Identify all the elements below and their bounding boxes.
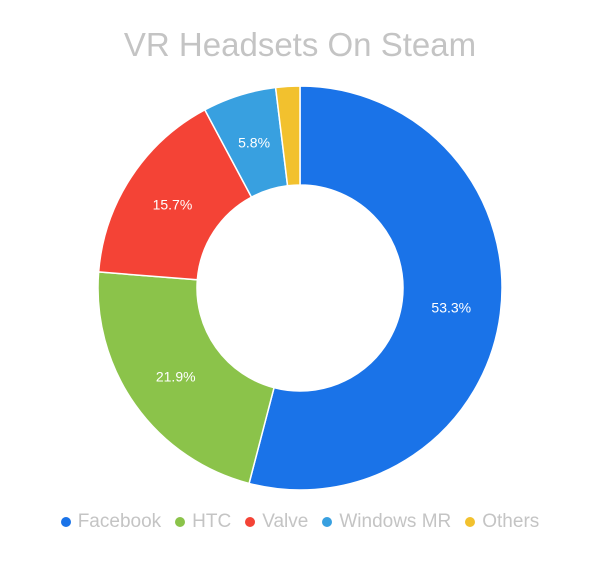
legend-label: HTC: [192, 511, 232, 532]
legend-dot-icon: [322, 517, 333, 527]
legend-dot-icon: [60, 517, 71, 527]
legend-dot-icon: [175, 517, 186, 527]
slice-others: [274, 85, 301, 187]
legend-item-windows-mr: Windows MR: [322, 511, 451, 533]
donut-chart: 53.3% 21.9% 15.7% 5.8%: [97, 85, 503, 491]
legend: Facebook HTC Valve Windows MR Others: [0, 511, 600, 533]
donut-slices: [97, 85, 503, 491]
data-label-windows-mr: 5.8%: [238, 135, 270, 151]
chart-title: VR Headsets On Steam: [123, 26, 477, 63]
legend-label: Others: [482, 511, 540, 532]
slice-valve: [97, 108, 253, 281]
legend-label: Windows MR: [339, 511, 452, 532]
donut-data-labels: 53.3% 21.9% 15.7% 5.8%: [153, 135, 472, 385]
data-label-htc: 21.9%: [156, 368, 196, 384]
slice-facebook: [248, 85, 503, 491]
legend-label: Facebook: [77, 511, 162, 532]
legend-item-facebook: Facebook: [60, 511, 162, 533]
legend-dot-icon: [465, 517, 476, 527]
legend-item-valve: Valve: [245, 511, 308, 533]
slice-htc: [97, 271, 275, 485]
legend-label: Valve: [262, 511, 309, 532]
data-label-facebook: 53.3%: [431, 299, 471, 315]
legend-item-others: Others: [465, 511, 539, 533]
legend-dot-icon: [245, 517, 256, 527]
data-label-valve: 15.7%: [153, 196, 193, 212]
legend-item-htc: HTC: [175, 511, 231, 533]
